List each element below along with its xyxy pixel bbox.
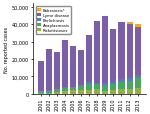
Bar xyxy=(70,88,76,91)
Bar xyxy=(135,25,141,28)
Bar xyxy=(127,23,133,25)
Bar xyxy=(102,17,108,84)
Bar xyxy=(46,93,52,94)
Bar xyxy=(86,35,92,83)
Bar xyxy=(94,85,100,90)
Bar xyxy=(127,81,133,89)
Bar xyxy=(46,91,52,93)
Bar xyxy=(135,88,141,94)
Bar xyxy=(70,47,76,87)
Bar xyxy=(135,75,141,78)
Bar xyxy=(62,88,68,91)
Bar xyxy=(127,89,133,94)
Bar xyxy=(38,93,44,94)
Bar xyxy=(110,82,116,84)
Bar xyxy=(94,83,100,85)
Bar xyxy=(102,84,108,86)
Bar xyxy=(54,89,60,92)
Bar xyxy=(135,28,141,75)
Bar xyxy=(46,49,52,90)
Bar xyxy=(118,82,124,89)
Bar xyxy=(78,86,84,90)
Bar xyxy=(127,25,133,78)
Bar xyxy=(118,22,124,80)
Bar xyxy=(62,41,68,87)
Bar xyxy=(62,87,68,88)
Bar xyxy=(78,90,84,94)
Bar xyxy=(70,91,76,94)
Bar xyxy=(78,85,84,86)
Legend: Babesiosis*, Lyme disease, Ehrlichiosis, Anaplasmosis, Rickettsioses: Babesiosis*, Lyme disease, Ehrlichiosis,… xyxy=(36,7,71,35)
Bar xyxy=(78,51,84,85)
Bar xyxy=(118,89,124,94)
Bar xyxy=(135,78,141,88)
Bar xyxy=(94,22,100,83)
Bar xyxy=(86,90,92,94)
Bar xyxy=(110,30,116,82)
Y-axis label: No. reported cases: No. reported cases xyxy=(4,26,9,72)
Bar xyxy=(102,91,108,94)
Bar xyxy=(110,84,116,91)
Bar xyxy=(46,90,52,91)
Bar xyxy=(54,52,60,89)
Bar xyxy=(62,91,68,94)
Bar xyxy=(86,84,92,90)
Bar xyxy=(102,86,108,91)
Bar xyxy=(127,78,133,81)
Bar xyxy=(86,83,92,84)
Bar xyxy=(70,87,76,88)
Bar xyxy=(118,80,124,82)
Bar xyxy=(94,90,100,94)
Bar xyxy=(38,91,44,93)
Bar xyxy=(110,91,116,94)
Bar xyxy=(38,61,44,91)
Bar xyxy=(54,92,60,94)
